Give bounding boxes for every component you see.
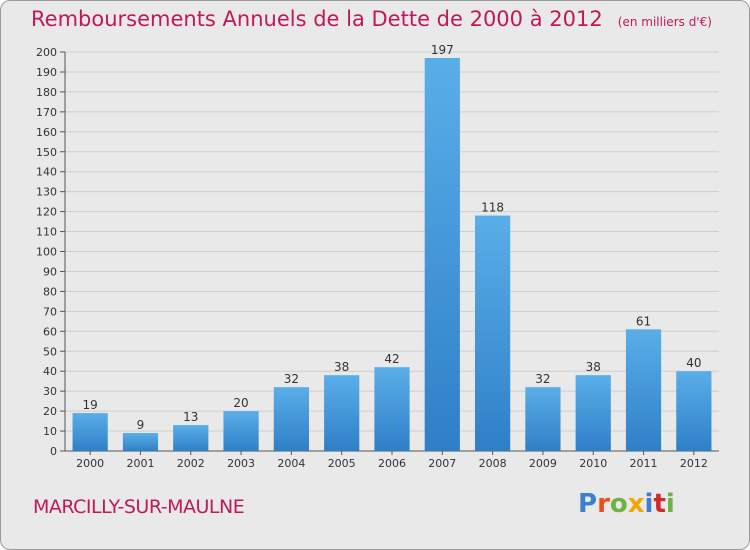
unit-label: (en milliers d'€) bbox=[617, 15, 712, 29]
bar-2002 bbox=[173, 425, 209, 451]
bar-2005 bbox=[324, 375, 360, 451]
data-label-2011: 61 bbox=[636, 314, 651, 328]
y-tick-label: 170 bbox=[36, 106, 57, 119]
x-tick-label: 2011 bbox=[630, 457, 658, 470]
title-row: Remboursements Annuels de la Dette de 20… bbox=[31, 7, 712, 31]
logo-letter: r bbox=[597, 489, 610, 519]
x-tick-label: 2008 bbox=[479, 457, 507, 470]
y-tick-label: 60 bbox=[43, 325, 57, 338]
data-label-2001: 9 bbox=[137, 418, 145, 432]
proxiti-logo: Proxiti bbox=[578, 489, 675, 519]
bar-2004 bbox=[273, 387, 309, 451]
data-label-2007: 197 bbox=[431, 43, 454, 57]
x-tick-label: 2012 bbox=[680, 457, 708, 470]
x-tick-label: 2000 bbox=[76, 457, 104, 470]
x-tick-label: 2005 bbox=[328, 457, 356, 470]
y-tick-label: 160 bbox=[36, 126, 57, 139]
x-tick-label: 2010 bbox=[579, 457, 607, 470]
bar-2011 bbox=[625, 329, 662, 451]
data-label-2008: 118 bbox=[481, 201, 504, 215]
data-label-2003: 20 bbox=[233, 396, 248, 410]
logo-letter: i bbox=[644, 489, 654, 519]
bar-2007 bbox=[424, 57, 460, 452]
bar-2008 bbox=[475, 215, 511, 451]
y-tick-label: 180 bbox=[36, 86, 57, 99]
y-tick-label: 0 bbox=[50, 445, 57, 458]
bar-2001 bbox=[122, 433, 159, 451]
y-tick-label: 190 bbox=[36, 66, 57, 79]
bar-2006 bbox=[374, 367, 410, 451]
x-tick-label: 2002 bbox=[177, 457, 205, 470]
data-label-2002: 13 bbox=[183, 410, 198, 424]
bar-2010 bbox=[575, 375, 611, 451]
y-tick-label: 90 bbox=[43, 265, 57, 278]
bar-2009 bbox=[525, 387, 561, 451]
x-tick-label: 2007 bbox=[428, 457, 456, 470]
y-tick-label: 80 bbox=[43, 285, 57, 298]
y-tick-label: 120 bbox=[36, 206, 57, 219]
data-label-2010: 38 bbox=[586, 360, 601, 374]
y-tick-label: 130 bbox=[36, 186, 57, 199]
data-label-2004: 32 bbox=[284, 372, 299, 386]
x-tick-label: 2003 bbox=[227, 457, 255, 470]
data-label-2005: 38 bbox=[334, 360, 349, 374]
data-label-2006: 42 bbox=[384, 352, 399, 366]
y-tick-label: 10 bbox=[43, 425, 57, 438]
bar-2003 bbox=[223, 411, 259, 451]
data-label-2012: 40 bbox=[686, 356, 701, 370]
data-labels: 19 9 13 20 32 38 42 197 118 32 38 61 40 bbox=[83, 43, 702, 432]
x-tick-label: 2004 bbox=[277, 457, 305, 470]
axes: 0 10 20 30 40 50 60 70 80 90 100 110 120 130 140 150 160… bbox=[36, 46, 719, 470]
bar-2012 bbox=[676, 371, 712, 451]
y-tick-label: 150 bbox=[36, 146, 57, 159]
data-label-2000: 19 bbox=[83, 398, 98, 412]
data-label-2009: 32 bbox=[535, 372, 550, 386]
y-tick-label: 50 bbox=[43, 345, 57, 358]
x-tick-label: 2006 bbox=[378, 457, 406, 470]
y-tick-label: 70 bbox=[43, 305, 57, 318]
logo-letter: i bbox=[665, 489, 675, 519]
y-tick-label: 40 bbox=[43, 365, 57, 378]
logo-letter: P bbox=[578, 489, 598, 519]
y-tick-label: 100 bbox=[36, 246, 57, 259]
x-tick-label: 2009 bbox=[529, 457, 557, 470]
y-tick-label: 30 bbox=[43, 385, 57, 398]
logo-letter: o bbox=[609, 489, 628, 519]
x-tick-label: 2001 bbox=[126, 457, 154, 470]
bars bbox=[72, 57, 712, 452]
logo-letter: x bbox=[627, 489, 645, 519]
commune-name: MARCILLY-SUR-MAULNE bbox=[33, 496, 245, 518]
y-tick-label: 140 bbox=[36, 166, 57, 179]
y-tick-label: 20 bbox=[43, 405, 57, 418]
chart-title: Remboursements Annuels de la Dette de 20… bbox=[31, 7, 603, 31]
bar-2000 bbox=[72, 413, 108, 451]
logo-letter: t bbox=[653, 489, 666, 519]
y-tick-label: 110 bbox=[36, 226, 57, 239]
y-tick-label: 200 bbox=[36, 46, 57, 59]
